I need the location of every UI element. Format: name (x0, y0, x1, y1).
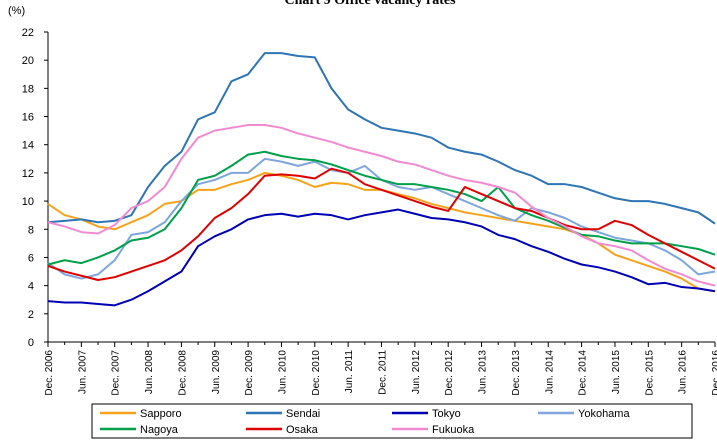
x-tick-label: Jun. 2011 (344, 350, 355, 394)
x-tick-label: Jun. 2007 (77, 350, 88, 394)
legend-box (91, 403, 693, 439)
series-line (47, 52, 716, 225)
x-tick-label: Jun. 2016 (678, 350, 689, 394)
y-tick-label: 8 (28, 224, 34, 236)
series-line (47, 167, 716, 281)
x-tick-label: Dec. 2007 (111, 350, 122, 396)
x-tick-label: Dec. 2013 (511, 350, 522, 396)
x-tick-label: Jun. 2009 (211, 350, 222, 394)
y-tick-label: 4 (28, 281, 34, 293)
y-tick-label: 12 (22, 168, 34, 180)
legend-label: Sendai (286, 408, 320, 420)
y-tick-label: 22 (22, 27, 34, 39)
series-line (47, 208, 716, 307)
y-tick-label: 14 (22, 140, 34, 152)
x-tick-label: Jun. 2015 (611, 350, 622, 394)
legend-label: Fukuoka (432, 424, 475, 436)
x-tick-label: Dec. 2016 (711, 350, 717, 396)
legend-label: Sapporo (140, 408, 182, 420)
x-tick-label: Dec. 2011 (378, 350, 389, 395)
x-tick-label: Jun. 2010 (277, 350, 288, 394)
series-line (47, 124, 716, 287)
x-tick-label: Jun. 2014 (544, 350, 555, 394)
legend-label: Tokyo (432, 408, 461, 420)
x-tick-label: Dec. 2008 (177, 350, 188, 396)
y-tick-label: 0 (28, 337, 34, 349)
y-tick-label: 6 (28, 252, 34, 264)
series-line (47, 157, 716, 280)
y-tick-label: 20 (22, 55, 34, 67)
x-tick-label: Dec. 2010 (311, 350, 322, 396)
legend-label: Nagoya (140, 424, 179, 436)
x-tick-label: Dec. 2014 (578, 350, 589, 396)
x-tick-label: Jun. 2013 (478, 350, 489, 394)
y-axis-label: (%) (8, 5, 25, 17)
chart-title: Chart 9 Office vacancy rates (284, 0, 456, 8)
x-tick-label: Jun. 2008 (144, 350, 155, 394)
x-tick-label: Dec. 2012 (444, 350, 455, 396)
y-tick-label: 18 (22, 83, 34, 95)
x-tick-label: Dec. 2009 (244, 350, 255, 396)
x-tick-label: Dec. 2015 (644, 350, 655, 396)
y-tick-label: 2 (28, 309, 34, 321)
x-tick-label: Jun. 2012 (411, 350, 422, 394)
series-line (47, 150, 716, 266)
legend-label: Yokohama (578, 408, 630, 420)
y-tick-label: 10 (22, 196, 34, 208)
y-tick-label: 16 (22, 112, 34, 124)
x-tick-label: Dec. 2006 (44, 350, 55, 396)
legend-label: Osaka (286, 424, 319, 436)
